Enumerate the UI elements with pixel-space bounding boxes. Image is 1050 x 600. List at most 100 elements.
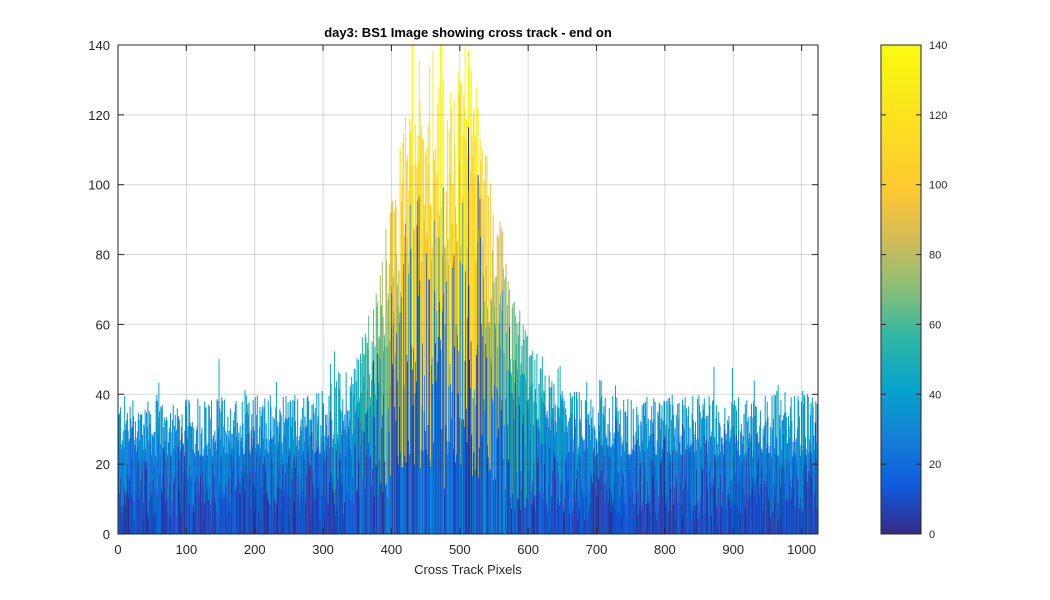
y-tick-label: 140 — [88, 38, 110, 53]
data-bar-lower — [221, 455, 223, 534]
data-bar-lower — [502, 290, 504, 534]
data-bar — [335, 443, 337, 516]
data-bar — [552, 408, 554, 471]
data-bar — [813, 435, 815, 509]
data-bar-lower — [610, 491, 612, 534]
data-bar — [331, 419, 333, 472]
data-bar-lower — [612, 501, 614, 534]
data-bar — [126, 413, 128, 464]
data-bar — [191, 422, 193, 515]
data-bar — [763, 425, 766, 481]
data-bar — [532, 425, 534, 500]
data-bar — [561, 391, 563, 458]
data-bar — [307, 395, 309, 445]
data-bar — [559, 365, 561, 503]
data-bar-lower — [722, 492, 725, 534]
data-bar-lower — [652, 475, 654, 534]
data-bar-lower — [544, 406, 546, 534]
data-bar-lower — [370, 454, 372, 534]
data-bar — [722, 453, 725, 493]
data-bar-lower — [412, 405, 414, 534]
data-bar — [631, 454, 633, 478]
data-bar-lower — [811, 477, 813, 534]
data-bar — [716, 405, 718, 506]
data-bar-lower — [806, 464, 808, 534]
data-bar — [629, 457, 631, 471]
data-bar — [461, 196, 463, 265]
data-bar-lower — [392, 363, 394, 534]
data-bar — [126, 420, 128, 493]
data-bar-lower — [339, 458, 341, 534]
data-bar — [505, 263, 507, 399]
data-bar-lower — [378, 382, 380, 534]
data-bar-lower — [711, 515, 713, 534]
data-bar-lower — [444, 324, 446, 534]
data-bar-lower — [646, 503, 648, 534]
data-bar-lower — [250, 507, 252, 534]
data-bar — [135, 421, 137, 445]
data-bar — [285, 396, 287, 437]
data-bar-lower — [666, 496, 668, 534]
data-bar — [424, 153, 426, 431]
data-bar-lower — [236, 484, 238, 534]
data-bar-lower — [564, 498, 566, 534]
data-bar-lower — [293, 501, 295, 534]
data-bar — [208, 406, 210, 485]
data-bar-lower — [346, 492, 348, 534]
data-bar-lower — [750, 494, 752, 534]
data-bar — [380, 305, 382, 483]
data-bar-lower — [452, 267, 454, 534]
data-bar — [713, 367, 715, 479]
data-bar-lower — [684, 472, 686, 534]
data-bar — [403, 132, 405, 265]
data-bar — [573, 452, 575, 520]
data-bar — [446, 120, 448, 442]
data-bar — [707, 415, 709, 490]
data-bar — [571, 398, 573, 430]
data-bar-lower — [292, 479, 294, 534]
data-bar — [776, 455, 779, 520]
data-bar-lower — [512, 493, 514, 534]
data-bar-lower — [599, 469, 601, 534]
data-bar — [385, 229, 387, 486]
data-bar — [640, 425, 642, 512]
data-bar — [647, 448, 649, 482]
data-bar — [320, 425, 322, 447]
data-bar-lower — [554, 454, 556, 534]
data-bar-lower — [516, 471, 518, 534]
data-bar-lower — [552, 450, 554, 534]
data-bar-lower — [502, 459, 504, 534]
data-bar — [406, 238, 408, 355]
data-bar — [169, 413, 171, 456]
data-bar — [369, 405, 371, 457]
data-bar-lower — [428, 279, 430, 534]
data-bar-lower — [517, 498, 519, 534]
data-bar — [251, 446, 254, 467]
data-bar-lower — [241, 471, 243, 534]
data-bar-lower — [640, 461, 642, 534]
data-bar-lower — [528, 498, 530, 534]
data-bar — [681, 455, 683, 506]
data-bar-lower — [666, 465, 668, 534]
data-bar — [503, 352, 505, 425]
data-bar-lower — [415, 361, 417, 534]
data-bar-lower — [228, 477, 230, 534]
data-bar-lower — [333, 493, 335, 534]
data-bar-lower — [472, 397, 474, 534]
data-bar-lower — [329, 411, 331, 534]
data-bar — [605, 434, 607, 485]
data-bar-lower — [263, 493, 265, 534]
data-bar — [254, 397, 256, 471]
data-bar — [321, 436, 323, 496]
data-bar-lower — [388, 407, 390, 534]
data-bar-lower — [184, 451, 186, 534]
data-bar — [201, 427, 203, 503]
data-bar-lower — [716, 508, 718, 534]
data-bar — [551, 381, 553, 497]
plot-frame — [117, 44, 819, 535]
data-bar — [119, 412, 121, 494]
data-bar-lower — [481, 434, 483, 534]
data-bar — [664, 401, 666, 439]
data-bar — [381, 305, 383, 428]
